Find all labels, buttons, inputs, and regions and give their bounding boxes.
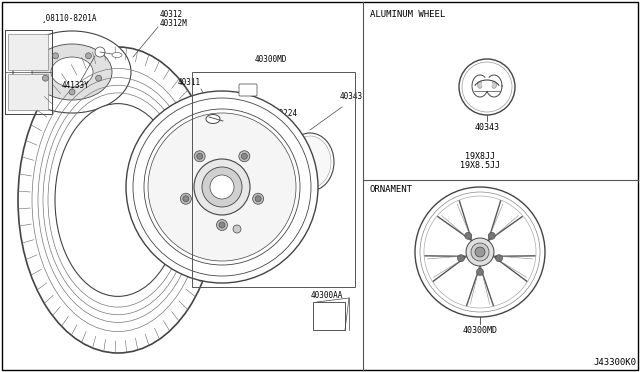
Circle shape [239,151,250,162]
Text: 40300A: 40300A [216,115,244,124]
Circle shape [194,151,205,162]
Circle shape [471,243,489,261]
Circle shape [52,53,58,59]
Text: 19X8.5JJ: 19X8.5JJ [460,161,500,170]
Circle shape [241,153,247,159]
Circle shape [255,196,261,202]
Text: 40312: 40312 [160,10,183,19]
Ellipse shape [482,77,492,91]
Text: 19X8JJ: 19X8JJ [465,152,495,161]
Ellipse shape [286,133,334,191]
Ellipse shape [13,31,131,113]
Circle shape [495,255,502,262]
Circle shape [459,59,515,115]
Circle shape [415,187,545,317]
Text: 40224: 40224 [275,109,298,118]
Circle shape [219,222,225,228]
Ellipse shape [477,82,483,88]
Text: ¸08110-8201A: ¸08110-8201A [42,13,97,22]
Bar [192,72,355,287]
Circle shape [465,232,472,239]
Circle shape [253,193,264,204]
Text: 40311: 40311 [178,78,201,87]
Circle shape [420,192,540,312]
Circle shape [180,193,191,204]
Circle shape [210,175,234,199]
Circle shape [126,91,318,283]
Circle shape [95,47,105,57]
Circle shape [475,247,485,257]
Text: 40300AA: 40300AA [311,291,344,300]
Ellipse shape [55,104,181,296]
Circle shape [194,159,250,215]
Circle shape [183,196,189,202]
Text: 40300MD: 40300MD [255,55,287,64]
Circle shape [458,255,465,262]
Ellipse shape [289,136,331,188]
Ellipse shape [32,44,112,100]
Ellipse shape [492,82,497,88]
Ellipse shape [18,47,218,353]
Circle shape [148,113,296,261]
Circle shape [42,75,49,81]
Text: 40312M: 40312M [160,19,188,28]
Ellipse shape [112,52,122,58]
Text: ALUMINUM WHEEL: ALUMINUM WHEEL [370,10,445,19]
Ellipse shape [206,115,220,124]
Circle shape [488,232,495,239]
Circle shape [144,109,300,265]
Text: 40343: 40343 [340,92,363,101]
Circle shape [202,167,242,207]
Text: ORNAMENT: ORNAMENT [370,185,413,194]
Circle shape [477,269,483,276]
Text: 44133Y: 44133Y [62,81,90,90]
Circle shape [133,98,311,276]
Bar [313,302,345,330]
Circle shape [466,238,494,266]
Ellipse shape [51,57,93,87]
Circle shape [462,62,512,112]
Circle shape [95,75,102,81]
Bar [8,34,48,70]
Circle shape [424,196,536,308]
Circle shape [216,219,227,231]
Circle shape [233,225,241,233]
FancyBboxPatch shape [239,84,257,96]
Circle shape [196,153,203,159]
Circle shape [86,53,92,59]
Text: 40300MD: 40300MD [463,326,497,335]
Text: J43300K0: J43300K0 [593,358,636,367]
Bar [8,74,48,110]
Circle shape [69,89,75,95]
Text: 40343: 40343 [474,123,499,132]
